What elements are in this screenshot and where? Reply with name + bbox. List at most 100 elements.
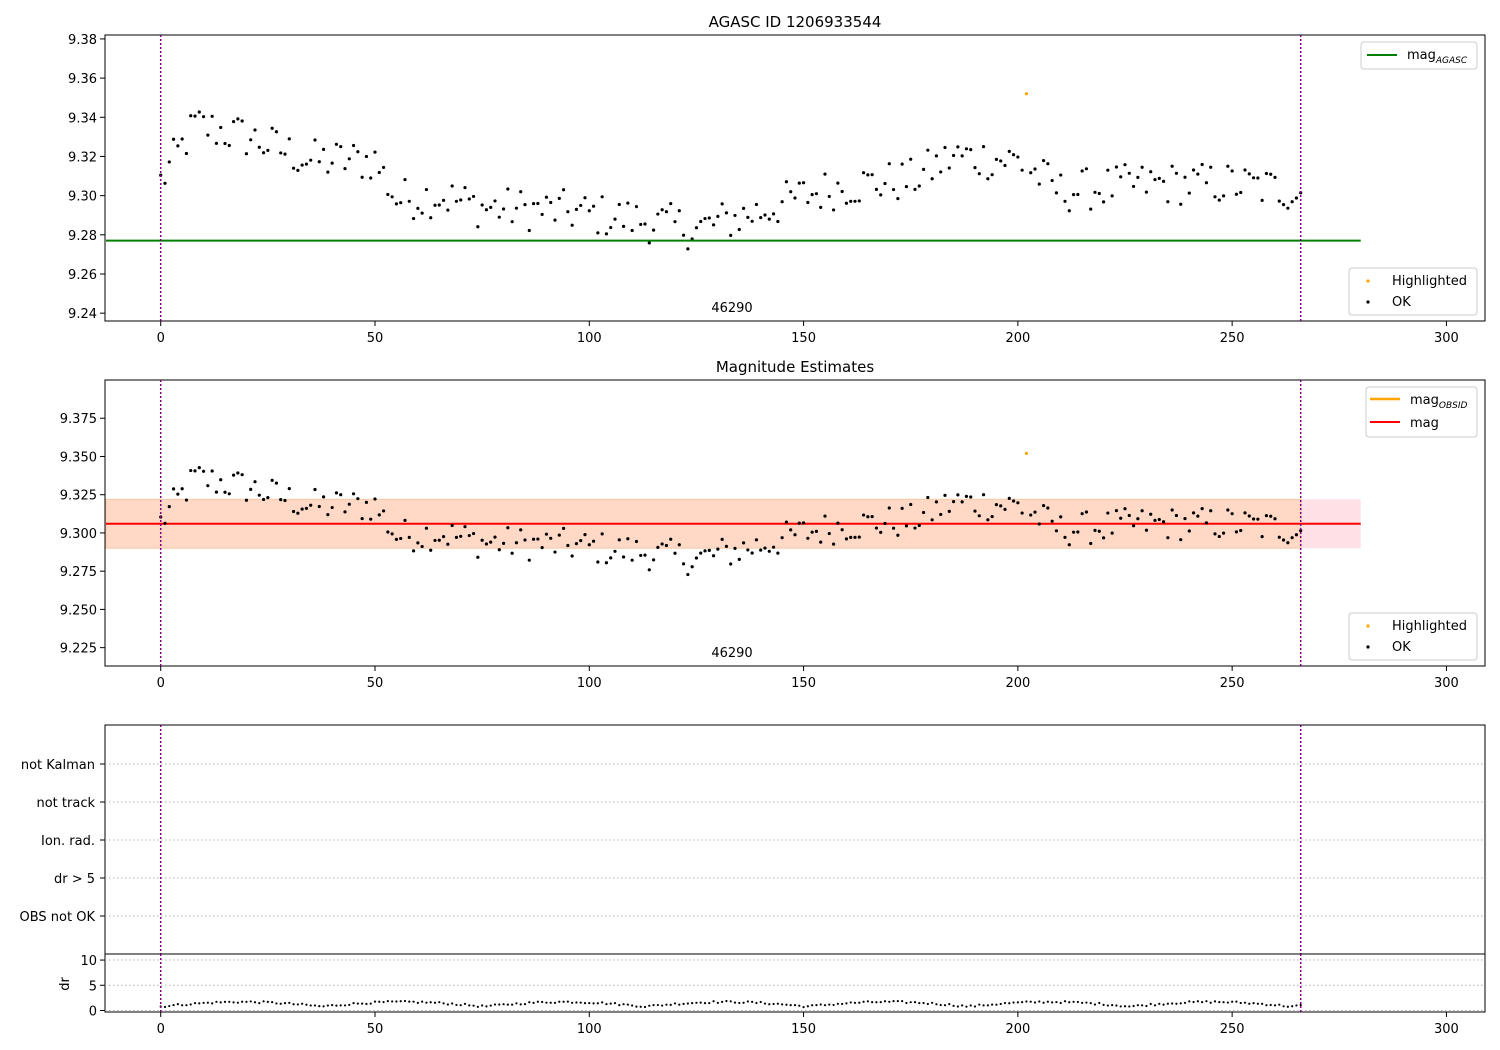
dr-point bbox=[403, 999, 407, 1003]
ok-point bbox=[1080, 169, 1084, 173]
dr-point bbox=[305, 1003, 308, 1006]
dr-point bbox=[493, 1003, 497, 1006]
panel1-frame bbox=[104, 34, 1486, 322]
dr-point bbox=[999, 1002, 1002, 1006]
ok-point bbox=[540, 546, 544, 550]
ok-point bbox=[1114, 165, 1119, 169]
ok-point bbox=[519, 190, 523, 194]
dr-point bbox=[275, 1002, 278, 1005]
ok-point bbox=[1213, 532, 1217, 536]
flag-label: dr > 5 bbox=[54, 872, 95, 887]
ok-point bbox=[557, 533, 561, 537]
ok-point bbox=[1196, 172, 1200, 176]
dr-point bbox=[935, 1003, 938, 1006]
dr-point bbox=[836, 1002, 839, 1005]
dr-point bbox=[1192, 1000, 1195, 1004]
ok-point bbox=[1029, 513, 1033, 517]
dr-point bbox=[1136, 1004, 1139, 1007]
dr-point bbox=[455, 1003, 458, 1007]
dr-point bbox=[369, 1002, 372, 1005]
ok-point bbox=[1209, 165, 1213, 169]
legend-label-highlighted: Highlighted bbox=[1392, 274, 1467, 289]
dr-point bbox=[1003, 1001, 1007, 1005]
dr-point bbox=[326, 1004, 329, 1007]
dr-point bbox=[339, 1004, 342, 1007]
ok-point bbox=[416, 541, 420, 545]
dr-point bbox=[1102, 1003, 1105, 1007]
dr-point bbox=[793, 1004, 797, 1007]
dr-point bbox=[712, 1000, 715, 1003]
ok-point bbox=[651, 228, 656, 232]
flags-panel: not Kalman not track Ion. rad. dr > 5 OBS no… bbox=[20, 724, 1486, 955]
dr-point bbox=[1291, 1005, 1294, 1008]
ok-point bbox=[973, 509, 977, 513]
dr-point bbox=[815, 1004, 818, 1007]
dr-point bbox=[759, 1000, 762, 1004]
ok-point bbox=[660, 542, 664, 546]
dr-point bbox=[356, 1002, 359, 1005]
ok-point bbox=[176, 144, 180, 148]
ok-point bbox=[476, 225, 480, 229]
ok-point bbox=[244, 152, 249, 156]
y-tick-label: 9.26 bbox=[68, 268, 97, 283]
flag-label: not track bbox=[36, 796, 95, 811]
flag-label: OBS not OK bbox=[20, 910, 96, 925]
ok-point bbox=[236, 471, 240, 475]
dr-point bbox=[588, 1001, 591, 1005]
ok-point bbox=[870, 173, 874, 177]
x-tick-label: 250 bbox=[1220, 676, 1245, 691]
ok-point bbox=[617, 538, 621, 542]
dr-point bbox=[202, 1001, 205, 1004]
ok-point bbox=[420, 211, 424, 215]
ok-point bbox=[527, 558, 531, 562]
ok-point bbox=[1170, 164, 1174, 168]
ok-point bbox=[1144, 528, 1149, 532]
ok-point bbox=[1050, 519, 1054, 523]
dr-point bbox=[1119, 1005, 1122, 1008]
dr-point bbox=[703, 1002, 707, 1005]
dr-point bbox=[378, 1000, 381, 1003]
ok-point bbox=[767, 217, 771, 221]
dr-point bbox=[451, 1002, 454, 1005]
dr-point bbox=[609, 1002, 612, 1005]
ok-point bbox=[480, 203, 484, 207]
ok-point bbox=[261, 497, 266, 502]
ok-point bbox=[866, 173, 870, 177]
ok-point bbox=[446, 208, 450, 212]
ok-point bbox=[977, 172, 981, 176]
ok-point bbox=[806, 536, 810, 540]
ok-point bbox=[660, 208, 664, 212]
dr-point bbox=[939, 1003, 942, 1007]
ok-point bbox=[613, 217, 617, 221]
ok-point bbox=[253, 128, 257, 132]
ok-point bbox=[1260, 535, 1264, 539]
ok-point bbox=[724, 211, 729, 215]
dr-point bbox=[185, 1004, 188, 1007]
ok-point bbox=[201, 115, 206, 119]
ok-point bbox=[836, 521, 840, 525]
dr-point bbox=[168, 1004, 171, 1008]
ok-point bbox=[231, 473, 236, 477]
panel1-annotation: 46290 bbox=[711, 301, 752, 316]
ok-point bbox=[1003, 507, 1007, 511]
ok-point bbox=[467, 533, 471, 538]
dr-point bbox=[485, 1005, 488, 1008]
ok-point bbox=[1076, 192, 1080, 197]
ok-point bbox=[514, 206, 519, 210]
ok-point bbox=[1243, 511, 1247, 515]
y-tick-label: 9.38 bbox=[68, 33, 97, 48]
ok-point bbox=[1016, 501, 1020, 505]
ok-point bbox=[360, 175, 364, 179]
dr-point bbox=[172, 1003, 175, 1007]
ok-point bbox=[827, 531, 831, 536]
ok-point bbox=[609, 556, 613, 560]
dr-point bbox=[245, 1000, 248, 1003]
dr-point bbox=[635, 1005, 638, 1008]
ok-point bbox=[900, 506, 904, 510]
dr-point bbox=[618, 1004, 621, 1007]
ok-point bbox=[677, 543, 681, 547]
ok-point bbox=[377, 513, 381, 517]
ok-point bbox=[930, 518, 934, 522]
ok-point bbox=[600, 532, 604, 536]
ok-point bbox=[831, 208, 836, 212]
